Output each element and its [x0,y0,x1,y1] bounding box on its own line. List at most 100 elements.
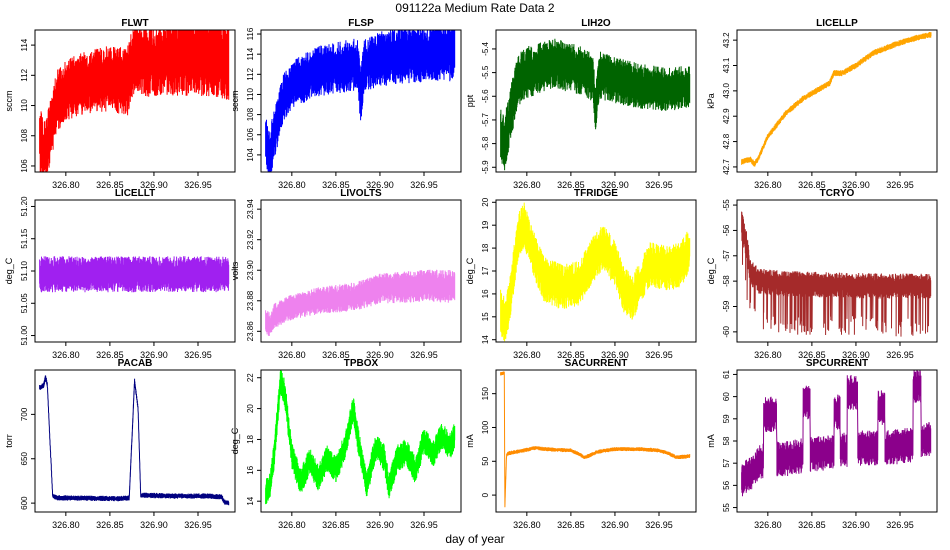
x-tick-label: 326.85 [96,520,124,530]
plot-frame [34,29,236,173]
y-tick-label: 108 [246,107,255,121]
y-tick-label: 600 [20,496,29,510]
x-tick-label: 326.85 [96,350,124,360]
panel-title: TCRYO [820,188,855,199]
x-tick-label: 326.80 [754,520,782,530]
series-line [39,256,230,293]
y-axis-label: deg_C [465,257,475,284]
y-tick-label: 106 [20,159,29,173]
y-tick-label: 23.88 [246,290,255,311]
x-tick-label: 326.90 [366,520,394,530]
panel-pacab: 326.80 326.85 326.90 326.95 600 650 700 torr PAC… [4,358,236,530]
y-tick-label: 114 [246,47,255,60]
panel-title: PACAB [118,358,153,369]
panels: 326.80 326.85 326.90 326.95 106 108 110 112 114 s… [4,18,938,530]
y-tick-label: -55 [722,199,731,211]
panel-flwt: 326.80 326.85 326.90 326.95 106 108 110 112 114 s… [4,18,236,190]
x-tick-label: 326.80 [278,180,306,190]
x-tick-label: 326.80 [52,520,80,530]
x-tick-label: 326.80 [513,520,541,530]
y-tick-label: -59 [722,300,731,312]
y-axis-label: sccm [4,91,14,112]
y-tick-label: 42.8 [722,133,731,149]
x-tick-label: 326.90 [601,180,629,190]
x-tick-label: 326.90 [842,180,870,190]
x-tick-label: 326.85 [322,350,350,360]
x-tick-label: 326.95 [410,520,438,530]
y-tick-label: 650 [20,452,29,466]
x-tick-label: 326.95 [886,520,914,530]
y-tick-label: -57 [722,249,731,261]
x-tick-label: 326.85 [322,520,350,530]
series-line [500,38,691,171]
panel-tfridge: 326.80 326.85 326.90 326.95 14 15 16 17 18 19 20 de… [465,188,697,360]
panel-sacurrent: 326.80 326.85 326.90 326.95 0 50 100 150 mA SACUR… [465,358,697,530]
plot-frame [260,199,462,343]
x-tick-label: 326.85 [557,180,585,190]
x-tick-label: 326.95 [410,180,438,190]
y-tick-label: 23.86 [246,321,255,342]
x-tick-label: 326.90 [842,350,870,360]
y-tick-label: 18 [481,243,490,252]
panel-title: TFRIDGE [574,188,618,199]
figure-xlabel: day of year [445,532,504,546]
y-tick-label: -60 [722,326,731,338]
x-tick-label: 326.95 [184,350,212,360]
series-line [741,370,932,497]
x-tick-label: 326.90 [601,520,629,530]
y-tick-label: 51.05 [20,293,29,314]
y-tick-label: -56 [722,224,731,236]
y-tick-label: 55 [722,503,731,512]
x-tick-label: 326.95 [184,180,212,190]
y-tick-label: 19 [481,220,490,229]
y-tick-label: 100 [481,420,490,434]
panel-title: FLWT [121,18,148,29]
y-tick-label: 42.7 [722,159,731,175]
y-tick-label: 43.1 [722,57,731,73]
x-tick-label: 326.85 [798,180,826,190]
plot-frame [34,369,236,513]
y-tick-label: 20 [481,197,490,206]
y-tick-label: 23.92 [246,229,255,250]
y-tick-label: 116 [246,27,255,40]
panel-spcurrent: 326.80 326.85 326.90 326.95 55 56 57 58 59 60 61 mA… [706,358,938,530]
y-tick-label: 150 [481,386,490,400]
y-tick-label: 56 [722,480,731,489]
y-axis-label: volts [230,261,240,280]
y-tick-label: 14 [246,496,255,505]
y-tick-label: 42.9 [722,108,731,124]
plot-frame [495,369,697,513]
y-tick-label: 51.00 [20,325,29,346]
y-tick-label: -5.5 [481,65,490,79]
y-tick-label: 23.94 [246,199,255,220]
panel-title: LIVOLTS [340,188,382,199]
series-line [39,30,230,172]
plot-frame [495,29,697,173]
series-line [265,370,456,505]
y-tick-label: 17 [481,266,490,275]
series-line [39,375,230,506]
panel-livolts: 326.80 326.85 326.90 326.95 23.86 23.88 23.90 2… [230,188,462,360]
x-tick-label: 326.85 [557,520,585,530]
y-tick-label: 16 [481,289,490,298]
panel-title: TPBOX [344,358,379,369]
y-tick-label: 18 [246,434,255,443]
y-tick-label: 60 [722,392,731,401]
y-axis-label: mA [465,434,475,448]
panel-licellt: 326.80 326.85 326.90 326.95 51.00 51.05 51.10 5… [4,188,236,360]
y-tick-label: 20 [246,404,255,413]
x-tick-label: 326.80 [278,520,306,530]
y-tick-label: -5.8 [481,136,490,150]
x-tick-label: 326.95 [645,520,673,530]
x-tick-label: 326.85 [798,520,826,530]
x-tick-label: 326.85 [96,180,124,190]
y-tick-label: 112 [20,68,29,81]
series-line [500,371,691,508]
plot-frame [736,29,938,173]
series-line [265,30,456,172]
plot-frame [260,369,462,513]
x-tick-label: 326.80 [513,350,541,360]
y-tick-label: 104 [246,148,255,162]
series-line [265,269,456,337]
